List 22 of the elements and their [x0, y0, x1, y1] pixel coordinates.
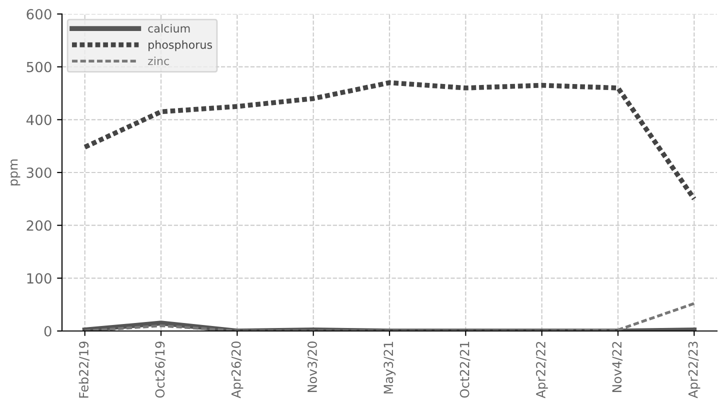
x-tick-label: Feb22/19: [78, 342, 90, 398]
y-tick-label: 500: [26, 62, 52, 72]
text: phosphorus: [148, 40, 212, 52]
y-tick-label: 600: [26, 8, 52, 20]
x-tick-label: May3/21: [384, 342, 396, 394]
text: calcium: [148, 24, 190, 33]
x-tick-label: Apr26/20: [231, 342, 244, 398]
y-tick-label: 400: [26, 114, 52, 126]
text: zinc: [148, 56, 169, 66]
x-tick-label: Nov3/20: [308, 342, 318, 392]
y-tick-label: 300: [26, 167, 52, 178]
line-series: [83, 302, 696, 331]
x-tick-label: Oct26/19: [155, 342, 166, 398]
y-axis-title: ppm: [10, 160, 20, 186]
y-tick-label: 100: [27, 273, 52, 284]
x-tick-label: Apr22/22: [536, 342, 548, 398]
x-tick-label: Nov4/22: [612, 342, 623, 392]
x-tick-label: Apr22/23: [688, 342, 700, 398]
y-tick-label: 200: [26, 220, 52, 231]
line-series: [82, 80, 697, 202]
y-tick-label: 0: [44, 326, 52, 336]
x-tick-label: Oct22/21: [460, 342, 470, 398]
